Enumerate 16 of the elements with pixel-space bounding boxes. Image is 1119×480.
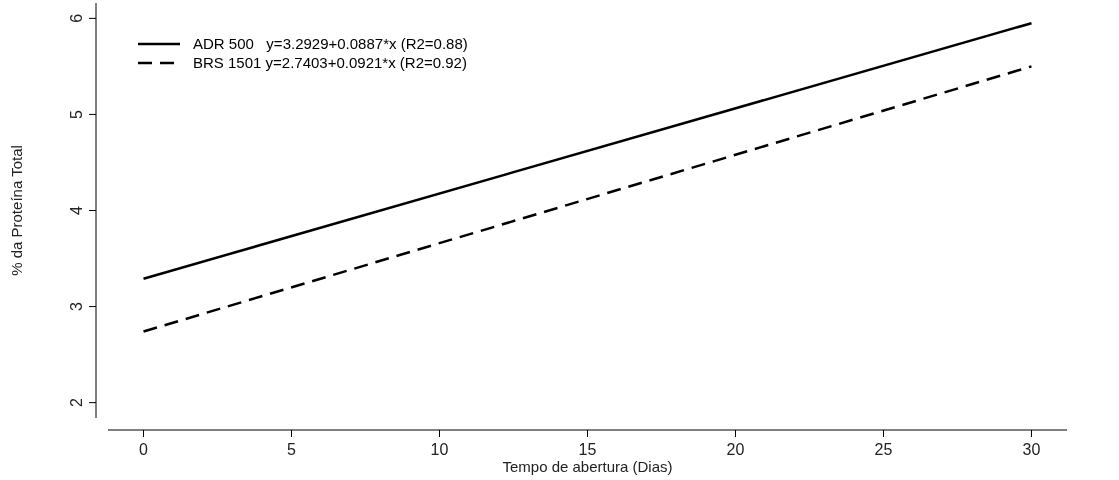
x-tick-label: 20	[726, 441, 745, 458]
legend-label: ADR 500 y=3.2929+0.0887*x (R2=0.88)	[193, 35, 468, 52]
y-tick-label: 5	[68, 109, 85, 119]
x-tick-label: 25	[874, 441, 893, 458]
x-tick-label: 5	[287, 441, 297, 458]
x-axis-title: Tempo de abertura (Dias)	[502, 458, 673, 475]
legend-label: BRS 1501 y=2.7403+0.0921*x (R2=0.92)	[193, 54, 467, 71]
y-tick-label: 2	[68, 398, 85, 408]
y-tick-label: 4	[68, 205, 85, 215]
y-tick-label: 3	[68, 302, 85, 312]
x-tick-label: 0	[139, 441, 149, 458]
x-tick-label: 10	[430, 441, 449, 458]
y-axis-title: % da Proteína Total	[8, 145, 25, 276]
x-tick-label: 15	[578, 441, 597, 458]
y-tick-label: 6	[68, 13, 85, 23]
x-tick-label: 30	[1022, 441, 1041, 458]
